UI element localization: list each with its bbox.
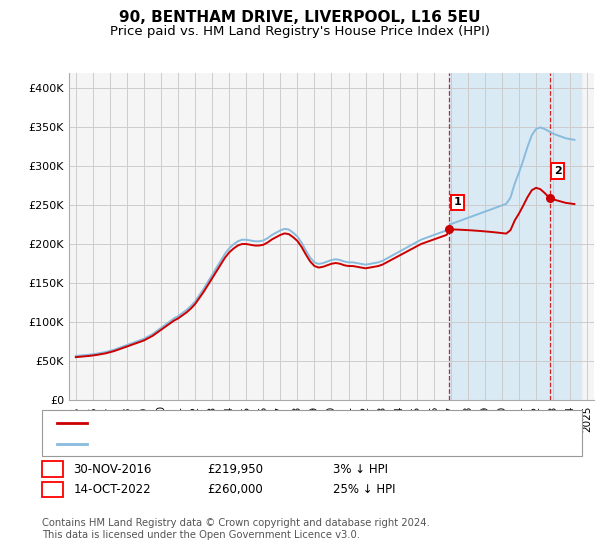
- Bar: [449, 73, 581, 400]
- Text: 90, BENTHAM DRIVE, LIVERPOOL, L16 5EU (detached house): 90, BENTHAM DRIVE, LIVERPOOL, L16 5EU (d…: [93, 418, 425, 428]
- Text: 3% ↓ HPI: 3% ↓ HPI: [333, 463, 388, 476]
- Text: 1: 1: [49, 463, 56, 476]
- Text: HPI: Average price, detached house, Liverpool: HPI: Average price, detached house, Live…: [93, 438, 346, 449]
- Text: 14-OCT-2022: 14-OCT-2022: [73, 483, 151, 496]
- Text: 30-NOV-2016: 30-NOV-2016: [73, 463, 152, 476]
- Text: Price paid vs. HM Land Registry's House Price Index (HPI): Price paid vs. HM Land Registry's House …: [110, 25, 490, 38]
- Text: 90, BENTHAM DRIVE, LIVERPOOL, L16 5EU: 90, BENTHAM DRIVE, LIVERPOOL, L16 5EU: [119, 10, 481, 25]
- Text: Contains HM Land Registry data © Crown copyright and database right 2024.
This d: Contains HM Land Registry data © Crown c…: [42, 518, 430, 540]
- Point: [445, 225, 454, 234]
- Text: 2: 2: [49, 483, 56, 496]
- Text: 25% ↓ HPI: 25% ↓ HPI: [333, 483, 395, 496]
- Point: [545, 193, 554, 202]
- Text: 2: 2: [554, 166, 562, 176]
- Text: £219,950: £219,950: [207, 463, 263, 476]
- Text: 1: 1: [454, 198, 461, 207]
- Text: £260,000: £260,000: [207, 483, 263, 496]
